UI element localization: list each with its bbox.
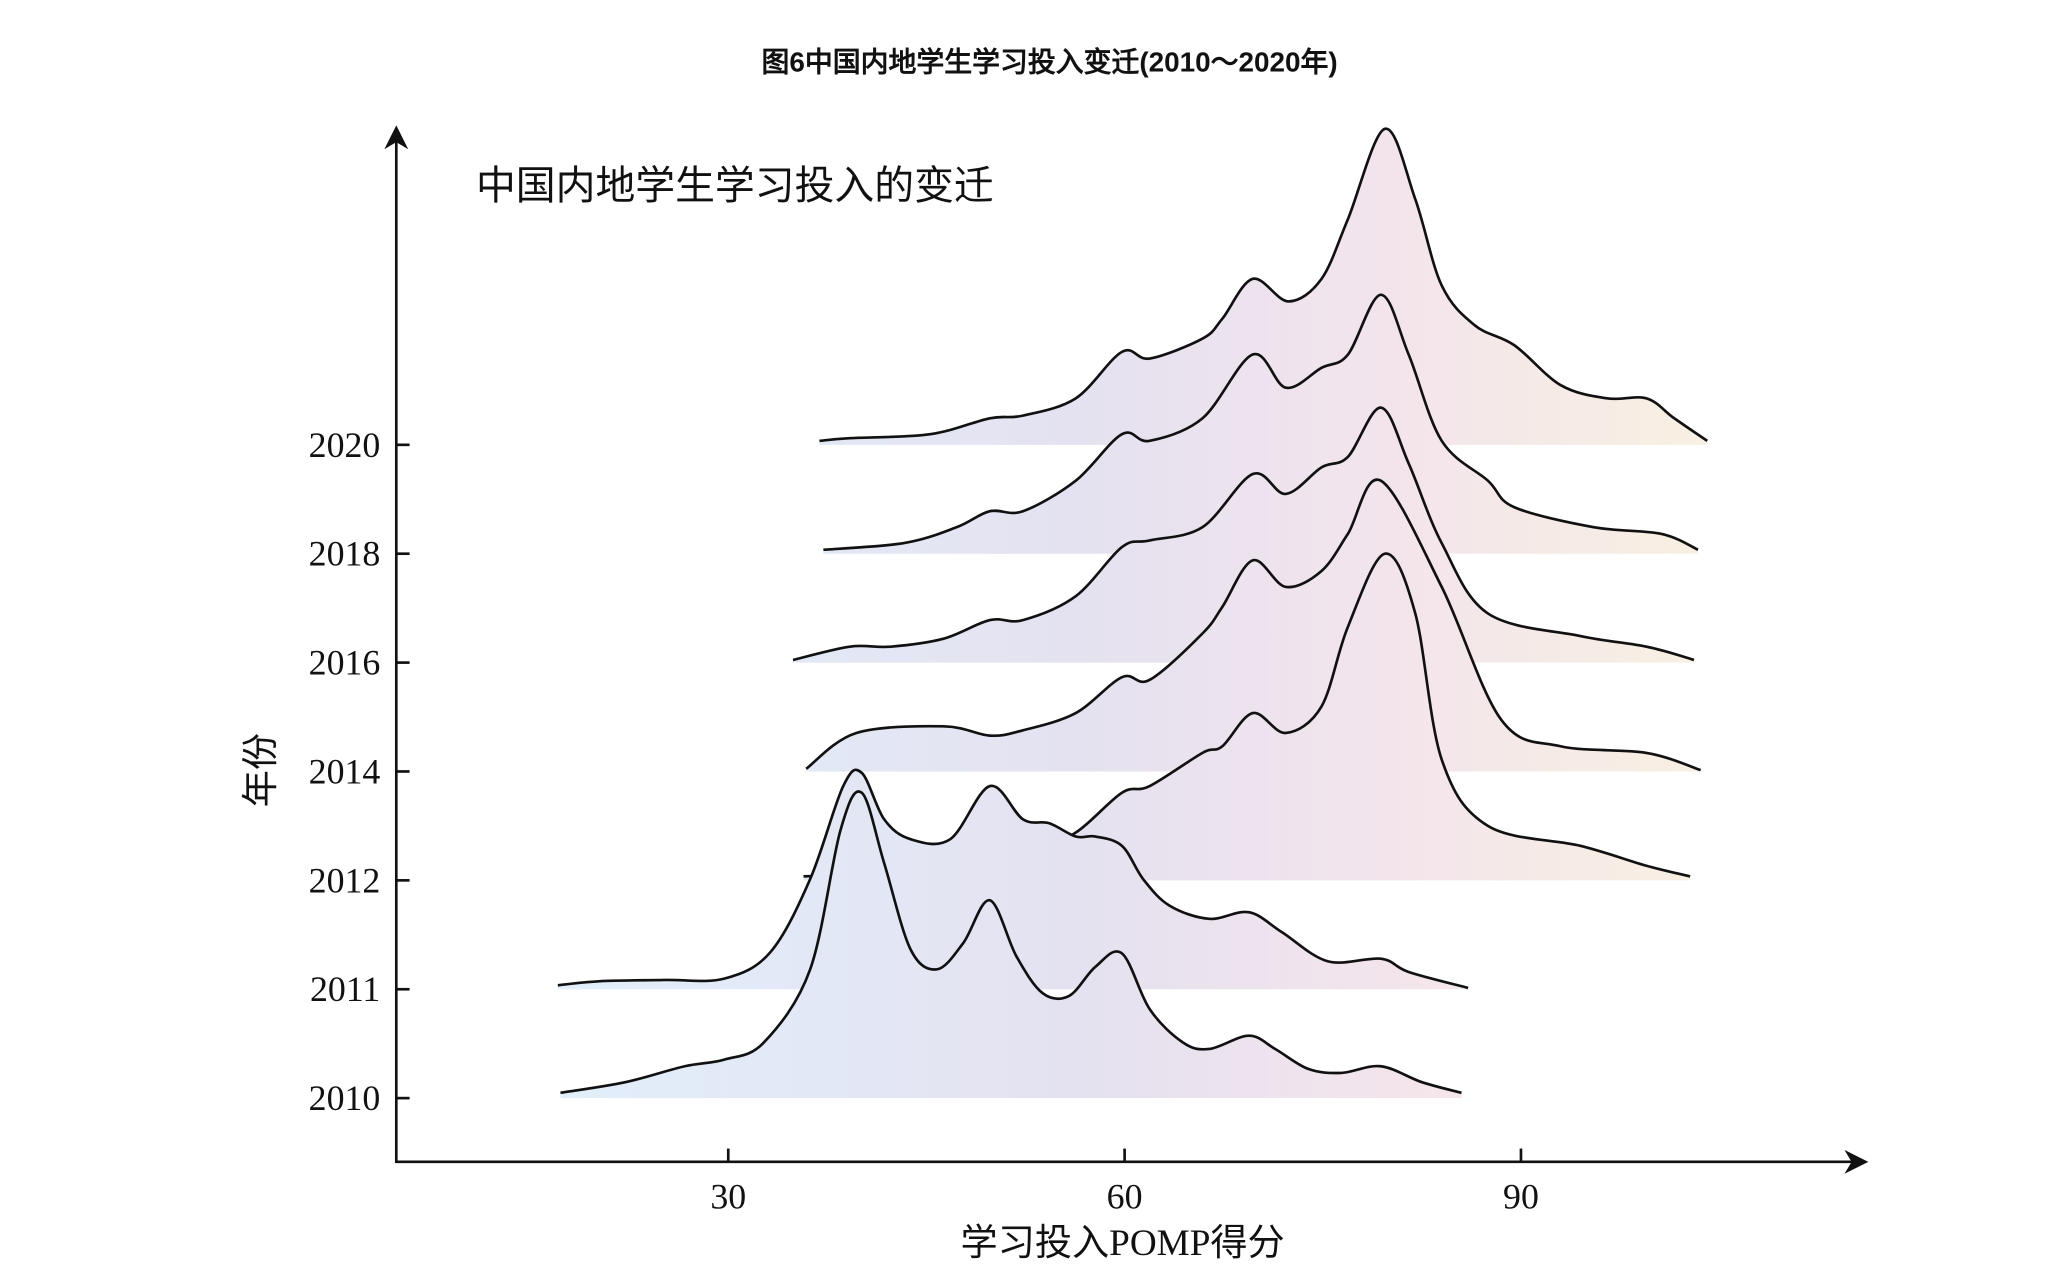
ridge-line	[805, 478, 1702, 772]
y-tick-label: 2016	[309, 643, 381, 683]
x-tick-label: 30	[710, 1176, 746, 1216]
x-ticks: 30 60 90	[710, 1148, 1539, 1216]
ridge-2010	[560, 790, 1462, 1099]
ridge-line	[823, 293, 1699, 552]
x-tick-label: 60	[1107, 1176, 1143, 1216]
y-tick-label: 2010	[309, 1078, 381, 1118]
ridge-2014	[805, 478, 1702, 772]
page-title: 图6中国内地学生学习投入变迁(2010～2020年)	[761, 46, 1337, 78]
ridge-fill	[823, 294, 1699, 554]
ridge-line	[560, 790, 1462, 1095]
ridge-fill	[557, 769, 1469, 990]
y-tick-label: 2014	[309, 751, 381, 791]
ridge-line	[557, 768, 1469, 990]
ridges	[557, 127, 1709, 1099]
y-axis-label: 年份	[240, 733, 282, 807]
y-tick-label: 2012	[309, 860, 381, 900]
ridge-2020	[819, 127, 1709, 445]
x-axis-label: 学习投入POMP得分	[961, 1222, 1285, 1264]
ridge-fill	[792, 407, 1695, 663]
ridge-2016	[792, 406, 1695, 663]
chart-title: 中国内地学生学习投入的变迁	[476, 164, 994, 208]
y-tick-label: 2018	[309, 534, 381, 574]
ridge-line	[792, 406, 1695, 662]
ridge-fill	[806, 479, 1701, 772]
y-ticks: 2010 2011 2012 2014 2016 2018 2020	[309, 425, 410, 1118]
y-tick-label: 2020	[309, 425, 381, 465]
ridge-2018	[823, 293, 1699, 554]
y-tick-label: 2011	[310, 969, 380, 1009]
ridge-2011	[557, 768, 1469, 990]
ridge-line	[819, 127, 1709, 443]
ridge-fill	[819, 128, 1708, 445]
x-tick-label: 90	[1503, 1176, 1539, 1216]
